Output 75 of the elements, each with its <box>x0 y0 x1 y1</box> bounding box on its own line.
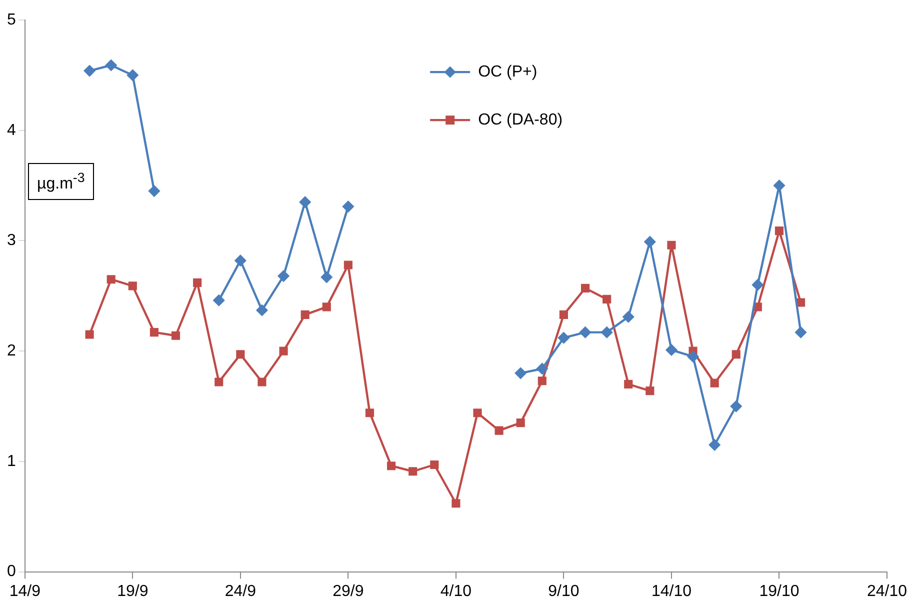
point <box>710 378 719 388</box>
y-axis-title: µg.m$^{-3}$ <box>28 163 94 200</box>
x-tick-label: 24/10 <box>866 582 908 600</box>
point <box>299 196 311 208</box>
point <box>624 380 633 388</box>
x-tick-label: 19/10 <box>759 582 800 600</box>
point <box>365 408 374 418</box>
point <box>171 331 180 340</box>
point <box>796 298 806 307</box>
point <box>387 462 396 470</box>
point <box>106 275 116 284</box>
point <box>795 326 806 338</box>
point <box>622 311 634 322</box>
point <box>536 363 548 374</box>
point <box>106 60 117 71</box>
point <box>300 310 310 319</box>
point <box>408 467 418 476</box>
point <box>666 344 678 356</box>
point <box>236 350 245 359</box>
x-tick-label: 4/10 <box>440 582 472 600</box>
point <box>148 185 160 197</box>
point <box>452 499 460 508</box>
x-tick-label: 29/9 <box>332 582 364 600</box>
point <box>256 304 268 316</box>
point <box>193 278 202 287</box>
y-tick-label: 2 <box>6 342 16 360</box>
point <box>687 351 699 362</box>
legend-label: OC (P+) <box>478 63 538 80</box>
point <box>559 310 568 319</box>
point <box>234 254 246 266</box>
y-tick-label: 0 <box>6 563 16 580</box>
x-tick-label: 24/9 <box>224 582 256 600</box>
point <box>128 282 137 290</box>
point <box>214 378 224 386</box>
point <box>473 408 482 418</box>
x-tick-label: 19/9 <box>117 582 148 600</box>
point <box>342 200 354 212</box>
point <box>150 328 158 337</box>
y-tick-label: 1 <box>6 452 16 470</box>
point <box>752 279 764 290</box>
point <box>321 272 332 283</box>
point <box>774 180 785 192</box>
y-tick-label: 4 <box>6 122 16 139</box>
point <box>646 386 654 396</box>
point <box>516 418 525 428</box>
x-tick-label: 14/10 <box>651 582 692 600</box>
x-tick-label: 9/10 <box>548 582 580 600</box>
point <box>127 70 138 81</box>
point <box>213 294 224 306</box>
point <box>344 260 352 270</box>
point <box>580 284 590 292</box>
point <box>730 400 742 412</box>
point <box>258 378 266 386</box>
point <box>430 460 439 470</box>
point <box>708 439 720 450</box>
point <box>84 65 96 76</box>
point <box>667 240 676 250</box>
point <box>774 226 784 236</box>
point <box>732 350 740 359</box>
point <box>644 236 656 248</box>
point <box>494 426 504 435</box>
point <box>279 346 288 356</box>
point <box>515 368 526 379</box>
point <box>602 294 612 304</box>
legend-label: OC (DA-80) <box>478 111 563 128</box>
y-tick-label: 5 <box>6 11 16 28</box>
point <box>278 270 290 282</box>
point <box>538 376 546 386</box>
y-tick-label: 3 <box>6 232 16 250</box>
point <box>322 302 331 312</box>
point <box>85 330 94 339</box>
x-tick-label: 14/9 <box>9 582 41 600</box>
point <box>580 326 591 338</box>
point <box>558 332 570 344</box>
point <box>601 326 612 338</box>
